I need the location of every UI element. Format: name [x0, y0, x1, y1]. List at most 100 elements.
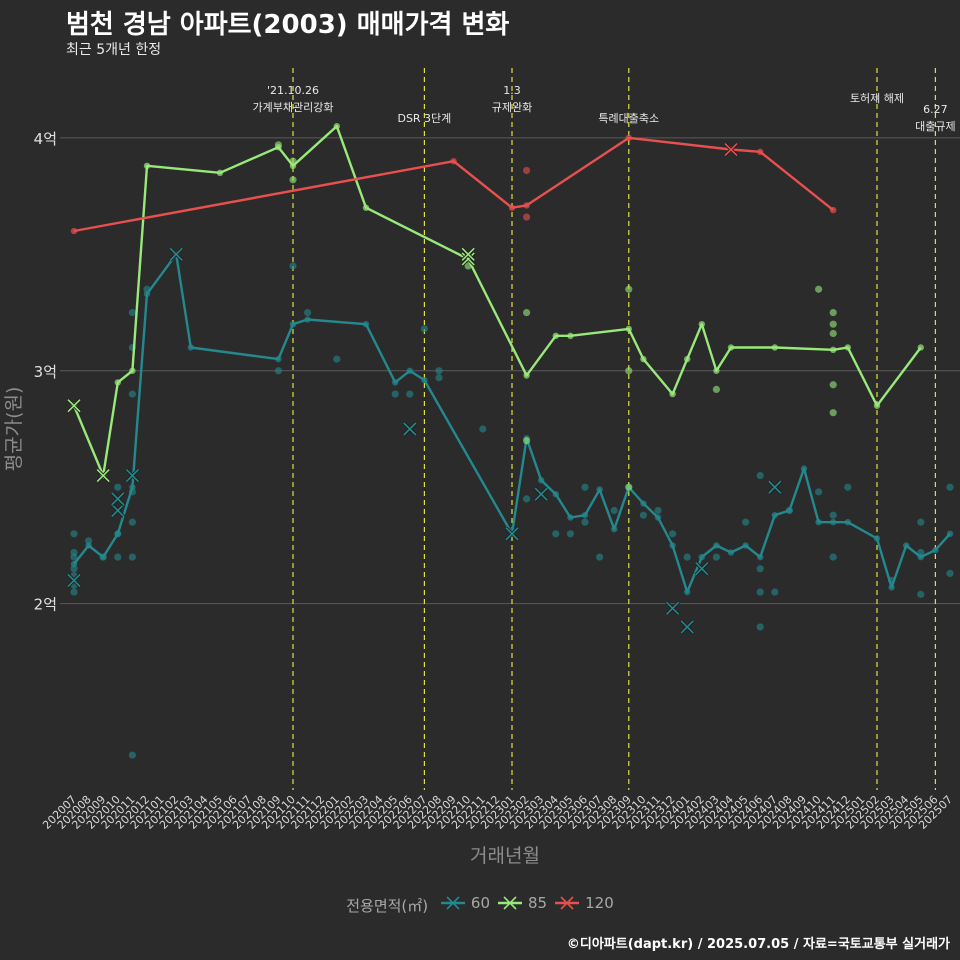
trade-point	[683, 553, 691, 561]
trade-point	[712, 385, 721, 394]
trade-point	[70, 530, 78, 538]
legend-key-icon	[555, 896, 580, 910]
cancelled-trade-marker	[67, 399, 81, 413]
legend-item-label: 60	[470, 894, 491, 912]
average-point	[187, 344, 194, 351]
cancelled-trade-marker	[461, 247, 475, 261]
x-axis-title: 거래년월	[470, 845, 540, 867]
trade-point	[523, 213, 531, 221]
legend-key-icon	[440, 896, 465, 910]
average-point	[289, 162, 297, 170]
trade-point	[304, 308, 312, 317]
average-point	[567, 332, 574, 340]
trade-point	[406, 390, 414, 398]
trade-point	[654, 506, 662, 515]
average-point	[684, 588, 691, 596]
average-point	[830, 346, 837, 354]
trade-point	[274, 367, 282, 375]
trade-point	[128, 518, 136, 526]
trade-point	[771, 588, 779, 596]
trade-point	[479, 425, 487, 433]
trade-point	[128, 390, 136, 398]
trade-point	[712, 553, 721, 561]
average-point	[844, 518, 851, 526]
trade-point	[625, 367, 633, 375]
policy-annotation-label: '21.10.26	[267, 84, 319, 97]
average-point	[727, 344, 735, 351]
trade-point	[946, 569, 954, 578]
trade-point	[114, 553, 122, 561]
average-point	[640, 500, 647, 507]
trade-point	[289, 176, 297, 184]
trade-point	[128, 751, 136, 759]
policy-annotation-label: 특례대출축소	[598, 112, 659, 125]
average-point	[830, 206, 837, 214]
cancelled-trade-marker	[111, 503, 125, 518]
average-point	[567, 514, 574, 521]
trade-point	[523, 437, 531, 445]
average-point	[362, 320, 370, 328]
average-point	[100, 553, 107, 561]
average-point	[727, 549, 735, 556]
trade-point	[742, 518, 750, 526]
trade-point	[625, 285, 633, 293]
y-tick-label: 2억	[34, 596, 57, 614]
average-point	[304, 316, 311, 323]
average-point	[114, 379, 122, 386]
average-point	[508, 204, 516, 211]
average-point	[873, 402, 881, 409]
cancelled-trade-marker	[169, 247, 183, 261]
legend-item-label: 85	[528, 894, 548, 912]
trade-point	[70, 565, 78, 573]
trade-point	[815, 488, 823, 496]
cancelled-trade-marker	[67, 573, 81, 587]
trade-point	[596, 553, 604, 561]
trade-point	[420, 325, 428, 333]
legend: 전용면적(㎡) 60 85 120	[0, 894, 960, 916]
legend-title: 전용면적(㎡)	[346, 897, 429, 915]
legend-item-60: 60	[439, 894, 490, 912]
y-tick-label: 3억	[34, 363, 57, 381]
average-point	[129, 367, 136, 374]
policy-annotation-label: 규제완화	[492, 101, 532, 114]
trade-point	[85, 537, 93, 545]
policy-annotation-label: 토허제 해제	[850, 91, 904, 105]
series-120	[70, 134, 837, 235]
average-point	[85, 542, 92, 549]
trade-point	[829, 381, 837, 389]
average-point	[70, 227, 78, 235]
cancelled-trade-marker	[403, 422, 417, 436]
average-point	[596, 486, 603, 493]
trade-point	[435, 367, 443, 375]
y-axis-title: 평균가(원)	[3, 387, 25, 472]
average-point	[698, 320, 705, 328]
average-point	[684, 355, 691, 363]
average-point	[654, 514, 662, 521]
average-point	[742, 542, 749, 549]
average-point	[757, 148, 764, 156]
average-point	[815, 518, 822, 526]
series-line	[73, 136, 834, 233]
average-point	[70, 560, 78, 568]
average-point	[946, 530, 954, 538]
trade-point	[669, 530, 677, 538]
average-point	[581, 511, 589, 519]
policy-annotation-label: 6.27	[923, 103, 948, 116]
average-point	[523, 202, 530, 209]
trade-point	[552, 530, 560, 538]
cancelled-trade-marker	[96, 469, 110, 483]
trade-point	[829, 553, 837, 561]
trade-point	[625, 483, 633, 491]
average-point	[786, 507, 793, 514]
legend-item-85: 85	[496, 894, 547, 912]
trade-point	[610, 506, 618, 515]
average-point	[392, 379, 399, 386]
trade-point	[128, 308, 136, 317]
legend-key-icon	[498, 896, 523, 910]
cancelled-trade-marker	[461, 252, 475, 266]
trade-point	[289, 262, 297, 270]
trade-point	[70, 548, 78, 557]
average-point	[523, 372, 530, 379]
average-point	[771, 511, 778, 519]
average-point	[917, 553, 924, 561]
